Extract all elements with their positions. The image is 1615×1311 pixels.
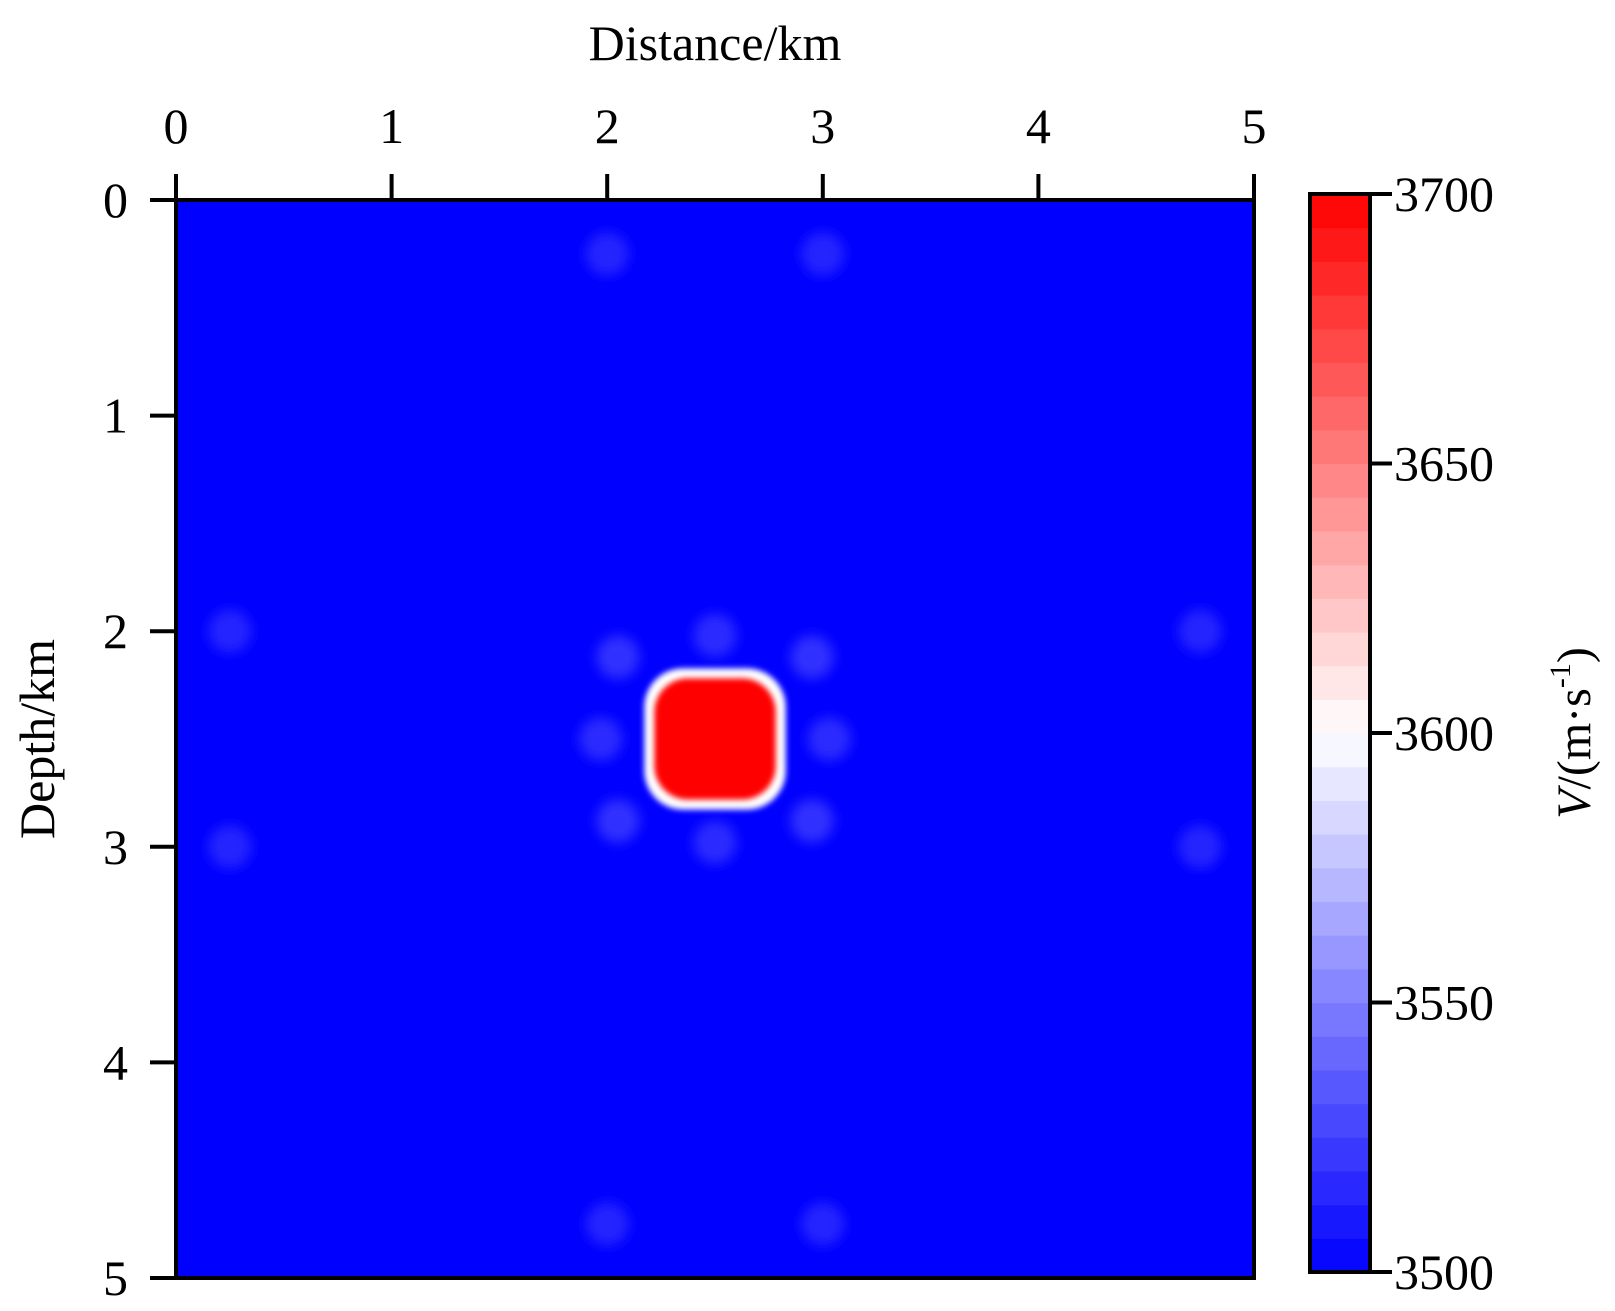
x-tick-label: 0 bbox=[164, 98, 189, 154]
x-tick-label: 4 bbox=[1026, 98, 1051, 154]
y-ticks: 0 1 2 3 4 5 bbox=[103, 172, 176, 1306]
y-tick-label: 5 bbox=[103, 1250, 128, 1306]
artifact-layer bbox=[208, 232, 1222, 1246]
colorbar-tick-label: 3600 bbox=[1394, 705, 1494, 761]
colorbar-level bbox=[1310, 766, 1370, 801]
colorbar-level bbox=[1310, 1204, 1370, 1239]
colorbar-level bbox=[1310, 699, 1370, 734]
colorbar-level bbox=[1310, 295, 1370, 330]
plot-area bbox=[174, 198, 1256, 1280]
artifact-blob bbox=[693, 820, 737, 865]
colorbar-tick-label: 3650 bbox=[1394, 436, 1494, 492]
y-tick-label: 3 bbox=[103, 819, 128, 875]
artifact-blob bbox=[790, 635, 834, 679]
artifact-blob bbox=[801, 1202, 845, 1246]
colorbar-level bbox=[1310, 1170, 1370, 1206]
x-tick-label: 2 bbox=[595, 98, 620, 154]
colorbar-level bbox=[1310, 1036, 1370, 1071]
colorbar-level bbox=[1310, 598, 1370, 633]
colorbar-level bbox=[1310, 1103, 1370, 1138]
colorbar-level bbox=[1310, 834, 1370, 869]
colorbar-level bbox=[1310, 1069, 1370, 1105]
artifact-blob bbox=[579, 717, 623, 761]
colorbar-tick-label: 3700 bbox=[1394, 166, 1494, 222]
colorbar: 3500 3550 3600 3650 3700 V/(m·s-1) bbox=[1308, 166, 1601, 1300]
y-tick-label: 0 bbox=[103, 172, 128, 228]
artifact-blob bbox=[1178, 609, 1222, 653]
colorbar-level bbox=[1310, 194, 1370, 229]
colorbar-level bbox=[1310, 935, 1370, 970]
colorbar-level bbox=[1310, 564, 1370, 599]
y-axis-title: Depth/km bbox=[9, 639, 65, 839]
colorbar-level bbox=[1310, 328, 1370, 364]
y-tick-label: 4 bbox=[103, 1034, 128, 1090]
colorbar-title-exponent: -1 bbox=[1544, 663, 1577, 688]
colorbar-level bbox=[1310, 362, 1370, 397]
artifact-blob bbox=[1178, 825, 1222, 869]
colorbar-level bbox=[1310, 1137, 1370, 1172]
colorbar-level bbox=[1310, 463, 1370, 498]
colorbar-levels bbox=[1310, 194, 1370, 1273]
x-ticks: 0 1 2 3 4 5 bbox=[164, 98, 1267, 200]
colorbar-level bbox=[1310, 396, 1370, 431]
colorbar-title-symbol: V bbox=[1548, 785, 1601, 819]
x-axis: 0 1 2 3 4 5 Distance/km bbox=[164, 15, 1267, 202]
artifact-blob bbox=[790, 799, 834, 843]
artifact-blob bbox=[807, 717, 851, 761]
artifact-blob bbox=[801, 232, 845, 276]
colorbar-tick-label: 3550 bbox=[1394, 975, 1494, 1031]
colorbar-level bbox=[1310, 530, 1370, 566]
colorbar-level bbox=[1310, 261, 1370, 296]
colorbar-level bbox=[1310, 901, 1370, 936]
x-tick-label: 3 bbox=[810, 98, 835, 154]
artifact-blob bbox=[596, 799, 640, 843]
artifact-blob bbox=[208, 825, 252, 869]
colorbar-title: V/(m·s-1) bbox=[1544, 647, 1601, 819]
artifact-blob bbox=[596, 635, 640, 679]
x-tick-label: 5 bbox=[1242, 98, 1267, 154]
anomaly-core bbox=[654, 678, 776, 800]
colorbar-level bbox=[1310, 1002, 1370, 1037]
colorbar-level bbox=[1310, 227, 1370, 262]
artifact-blob bbox=[208, 609, 252, 653]
colorbar-level bbox=[1310, 631, 1370, 667]
colorbar-level bbox=[1310, 733, 1370, 768]
colorbar-tick-label: 3500 bbox=[1394, 1244, 1494, 1300]
colorbar-level bbox=[1310, 665, 1370, 700]
colorbar-title-close: ) bbox=[1548, 647, 1601, 663]
artifact-blob bbox=[585, 1202, 629, 1246]
x-axis-title: Distance/km bbox=[589, 15, 842, 71]
colorbar-level bbox=[1310, 1238, 1370, 1273]
colorbar-level bbox=[1310, 497, 1370, 532]
colorbar-level bbox=[1310, 429, 1370, 465]
y-axis: 0 1 2 3 4 5 Depth/km bbox=[9, 172, 178, 1306]
colorbar-level bbox=[1310, 800, 1370, 835]
y-tick-label: 1 bbox=[103, 388, 128, 444]
y-tick-label: 2 bbox=[103, 603, 128, 659]
colorbar-title-unit: /(m·s bbox=[1548, 688, 1601, 789]
colorbar-ticks: 3500 3550 3600 3650 3700 bbox=[1370, 166, 1494, 1300]
colorbar-level bbox=[1310, 867, 1370, 903]
x-tick-label: 1 bbox=[379, 98, 404, 154]
colorbar-level bbox=[1310, 968, 1370, 1004]
artifact-blob bbox=[693, 613, 737, 658]
anomaly-layer bbox=[644, 668, 786, 810]
artifact-blob bbox=[585, 232, 629, 276]
